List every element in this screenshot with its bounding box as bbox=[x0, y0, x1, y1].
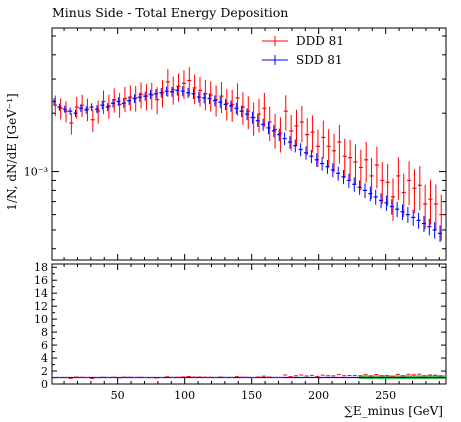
series-0 bbox=[53, 67, 444, 241]
ratio-y-tick-label: 12 bbox=[34, 300, 48, 313]
main-plot bbox=[51, 27, 447, 261]
series-1 bbox=[52, 85, 443, 243]
ratio-y-tick-label: 8 bbox=[41, 326, 48, 339]
ratio-y-tick-label: 2 bbox=[41, 365, 48, 378]
ratio-y-tick-label: 10 bbox=[34, 313, 48, 326]
x-axis-label: ∑E_minus [GeV] bbox=[344, 404, 443, 418]
y-tick-label: 10⁻³ bbox=[24, 166, 48, 179]
ratio-plot-frame bbox=[51, 263, 447, 385]
ratio-y-tick-label: 16 bbox=[34, 274, 48, 287]
y-axis-label: 1/N, dN/dE [GeV⁻¹] bbox=[5, 93, 19, 210]
x-tick-label: 250 bbox=[375, 389, 396, 402]
legend: DDD 81 SDD 81 bbox=[262, 34, 344, 67]
ratio-y-tick-label: 0 bbox=[41, 378, 48, 391]
ratio-y-tick-label: 14 bbox=[34, 287, 48, 300]
x-tick-label: 50 bbox=[111, 389, 125, 402]
ratio-y-tick-label: 18 bbox=[34, 261, 48, 274]
x-tick-label: 200 bbox=[308, 389, 329, 402]
legend-label: DDD 81 bbox=[296, 34, 344, 48]
ratio-y-tick-label: 4 bbox=[41, 352, 48, 365]
chart-title: Minus Side - Total Energy Deposition bbox=[52, 5, 288, 20]
x-tick-label: 100 bbox=[174, 389, 195, 402]
x-tick-label: 150 bbox=[241, 389, 262, 402]
ratio-y-tick-label: 6 bbox=[41, 339, 48, 352]
legend-label: SDD 81 bbox=[296, 53, 343, 67]
ratio-plot bbox=[51, 263, 447, 385]
main-plot-frame bbox=[51, 27, 447, 261]
